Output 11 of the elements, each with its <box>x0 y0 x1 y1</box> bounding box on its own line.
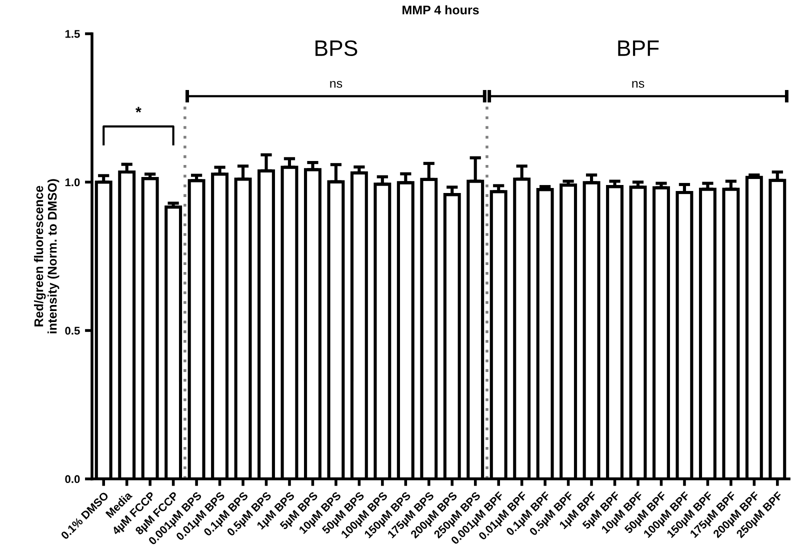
y-axis-title: Red/green fluorescence intensity (Norm. to DMSO) <box>34 179 60 334</box>
annotation: * <box>136 106 142 113</box>
y-tick-label: 0.5 <box>65 326 80 335</box>
annotation: ns <box>330 80 342 88</box>
annotation: BPF <box>618 40 659 56</box>
y-tick-label: 1.0 <box>65 178 80 186</box>
y-tick-label: 0.0 <box>65 475 80 484</box>
annotation: ns <box>632 80 644 88</box>
y-tick-label: 1.5 <box>65 30 80 38</box>
annotation: BPS <box>316 40 358 56</box>
chart-title: MMP 4 hours <box>402 5 479 14</box>
